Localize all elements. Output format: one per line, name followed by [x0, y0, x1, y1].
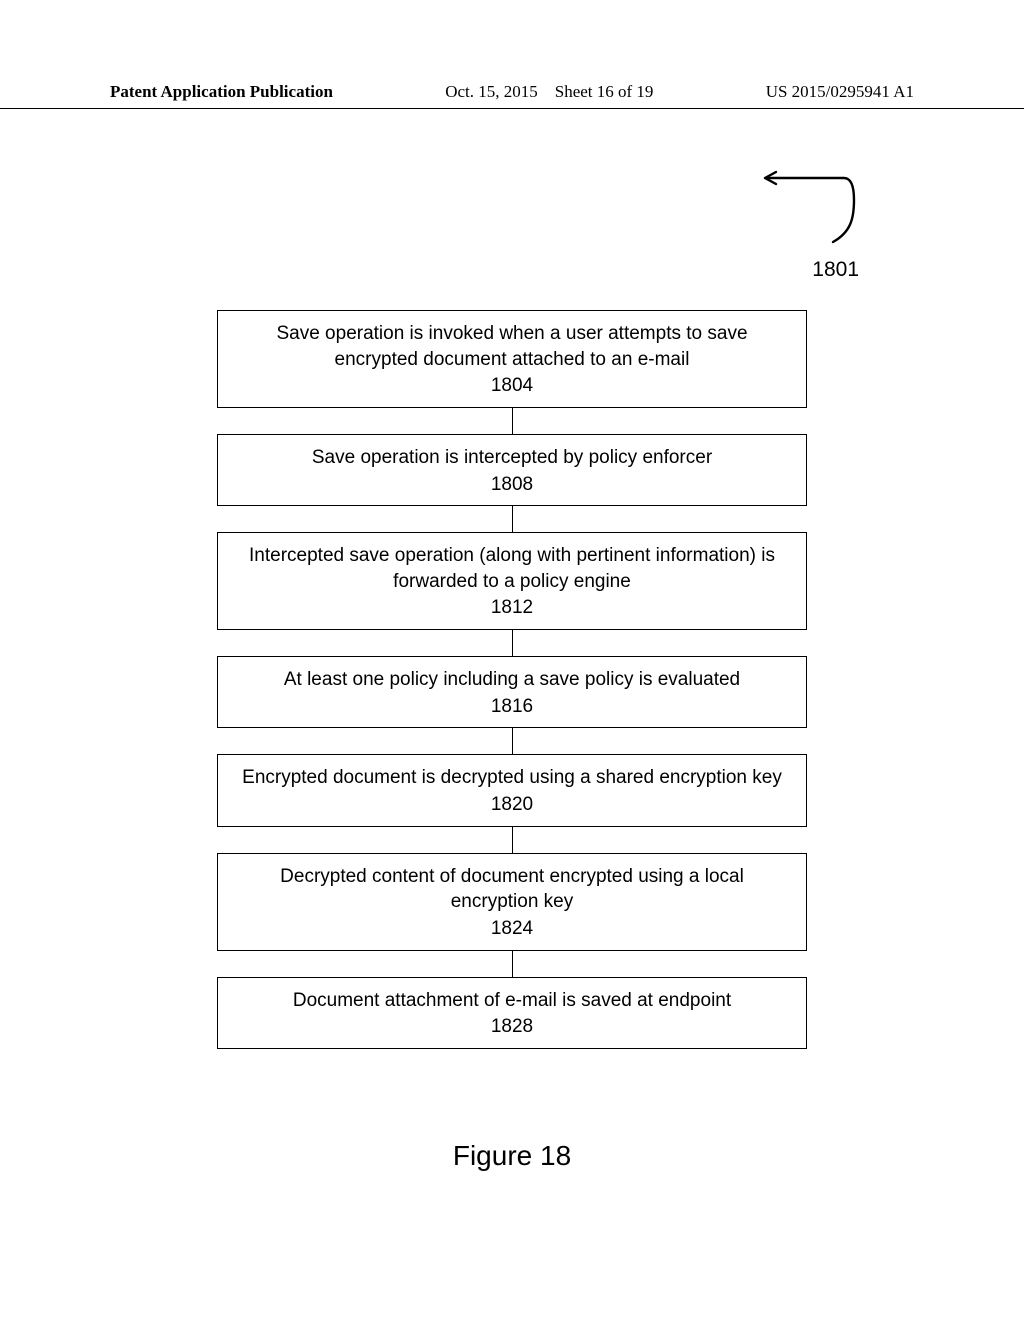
- flow-connector: [512, 630, 513, 656]
- publication-date: Oct. 15, 2015: [445, 82, 538, 101]
- patent-page: Patent Application Publication Oct. 15, …: [0, 0, 1024, 1320]
- flow-node-ref: 1824: [234, 916, 790, 942]
- flow-node-ref: 1804: [234, 373, 790, 399]
- flow-node-ref: 1820: [234, 792, 790, 818]
- flow-node-text: Save operation is intercepted by policy …: [312, 447, 712, 468]
- page-header: Patent Application Publication Oct. 15, …: [0, 82, 1024, 109]
- flow-reference-number: 1801: [812, 258, 859, 282]
- flow-connector: [512, 951, 513, 977]
- flow-node-ref: 1828: [234, 1014, 790, 1040]
- flow-node-1804: Save operation is invoked when a user at…: [217, 310, 807, 408]
- publication-number: US 2015/0295941 A1: [766, 82, 914, 102]
- flow-connector: [512, 728, 513, 754]
- flow-connector: [512, 827, 513, 853]
- flow-node-1808: Save operation is intercepted by policy …: [217, 434, 807, 506]
- flow-node-text: Decrypted content of document encrypted …: [280, 866, 744, 913]
- flow-node-text: Encrypted document is decrypted using a …: [242, 767, 782, 788]
- flow-node-ref: 1812: [234, 595, 790, 621]
- reference-bracket-icon: [759, 170, 859, 250]
- flowchart: Save operation is invoked when a user at…: [217, 310, 807, 1049]
- flow-node-text: Document attachment of e-mail is saved a…: [293, 990, 731, 1011]
- publication-date-sheet: Oct. 15, 2015 Sheet 16 of 19: [445, 82, 653, 102]
- flow-node-1812: Intercepted save operation (along with p…: [217, 532, 807, 630]
- flow-node-1824: Decrypted content of document encrypted …: [217, 853, 807, 951]
- flow-node-1828: Document attachment of e-mail is saved a…: [217, 977, 807, 1049]
- flow-node-text: At least one policy including a save pol…: [284, 669, 740, 690]
- flow-connector: [512, 506, 513, 532]
- figure-label: Figure 18: [453, 1140, 571, 1172]
- flow-node-text: Save operation is invoked when a user at…: [276, 323, 747, 370]
- publication-sheet: Sheet 16 of 19: [555, 82, 654, 101]
- publication-label: Patent Application Publication: [110, 82, 333, 102]
- flow-node-text: Intercepted save operation (along with p…: [249, 545, 775, 592]
- flow-connector: [512, 408, 513, 434]
- flow-node-ref: 1816: [234, 694, 790, 720]
- flow-node-1820: Encrypted document is decrypted using a …: [217, 754, 807, 826]
- flow-node-1816: At least one policy including a save pol…: [217, 656, 807, 728]
- flow-node-ref: 1808: [234, 472, 790, 498]
